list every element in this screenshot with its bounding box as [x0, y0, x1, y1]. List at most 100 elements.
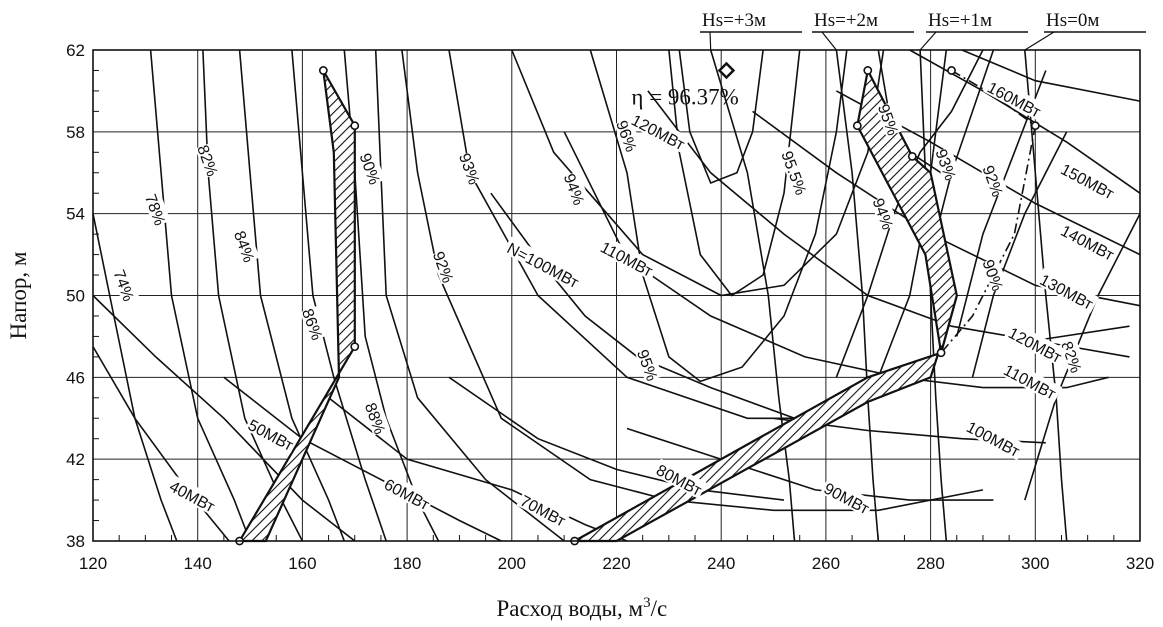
efficiency-peak-label: η = 96.37%: [631, 84, 738, 109]
efficiency-contour: [589, 49, 848, 383]
efficiency-contour: [511, 49, 885, 297]
power-contour-label-bg: [1056, 218, 1120, 265]
efficiency-contour-label-bg: [778, 144, 813, 200]
suction-height-leader: [919, 31, 937, 51]
power-contour: [223, 376, 502, 542]
efficiency-contour-label-bg: [1059, 338, 1087, 375]
x-tick-label: 120: [79, 554, 107, 573]
power-contour-label: 40МВт: [166, 478, 217, 516]
power-contour-label-bg: [820, 477, 875, 518]
efficiency-contour-label: 90%: [979, 258, 1006, 294]
efficiency-contour-label: 84%: [230, 229, 257, 265]
operating-zones: [237, 67, 958, 543]
efficiency-contour-label-bg: [111, 267, 140, 303]
efficiency-contour: [971, 131, 1068, 378]
power-contour-label-bg: [1056, 157, 1120, 203]
x-tick-label: 220: [602, 554, 630, 573]
power-contour-label-bg: [380, 472, 435, 514]
point-marker: [863, 66, 873, 75]
efficiency-contour-label: 93%: [455, 151, 482, 187]
x-tick-label: 280: [916, 554, 944, 573]
power-contour-label-bg: [502, 236, 585, 292]
efficiency-contour-label-bg: [614, 117, 642, 154]
power-contour-label-bg: [627, 108, 691, 154]
suction-height-leader: [709, 31, 712, 51]
x-tick-label: 160: [288, 554, 316, 573]
x-tick-label: 180: [393, 554, 421, 573]
x-tick-label: 240: [707, 554, 735, 573]
operating-zone-right-upper: [856, 67, 958, 354]
power-contour: [982, 376, 1109, 389]
suction-height-leader: [821, 31, 837, 51]
point-marker: [1030, 121, 1040, 131]
power-contour-label-bg: [1035, 267, 1099, 314]
suction-height-label: Hs=0м: [1046, 10, 1099, 31]
efficiency-contour-label-bg: [231, 228, 260, 264]
efficiency-contour: [668, 49, 801, 297]
efficiency-contour: [374, 49, 565, 542]
power-contour: [490, 192, 795, 420]
efficiency-contour-label-bg: [933, 146, 962, 182]
y-tick-label: 38: [66, 532, 85, 551]
x-tick-label: 140: [184, 554, 212, 573]
point-marker: [350, 342, 360, 352]
suction-height-label: Hs=+2м: [814, 10, 878, 31]
y-tick-label: 46: [66, 368, 85, 387]
power-contour-label: 50МВт: [245, 417, 296, 455]
y-tick-label: 62: [66, 41, 85, 60]
power-contour-label: N=100МВт: [504, 240, 582, 292]
suction-height-line: [835, 49, 880, 542]
suction-height-labels: Hs=+3м Hs=+2м Hs=+1м Hs=0м: [700, 10, 1146, 51]
x-tick-label: 300: [1021, 554, 1049, 573]
tick-labels: 120 140 160 180 200 220 240 260 280 300 320 38 42 46 5…: [66, 41, 1154, 573]
power-contour-label-bg: [516, 489, 571, 530]
suction-height-line: [709, 49, 796, 542]
efficiency-contour-label: 93%: [931, 147, 958, 183]
power-contour: [448, 376, 785, 501]
y-tick-label: 58: [66, 123, 85, 142]
suction-height-label: Hs=+1м: [928, 10, 992, 31]
power-contour: [92, 346, 230, 542]
power-contour-label-bg: [595, 235, 660, 281]
point-marker: [907, 151, 917, 161]
contour-labels: 74%78%82%84%86%88%90%92%93%94%95%95.5%96…: [110, 75, 1120, 531]
suction-height-label: Hs=+3м: [702, 10, 766, 31]
efficiency-contour-label-bg: [300, 306, 328, 342]
efficiency-contour-label-bg: [142, 191, 171, 227]
power-contour-label-bg: [244, 413, 299, 454]
efficiency-contour-label: 74%: [110, 268, 137, 304]
power-contour: [92, 294, 356, 542]
power-contour-label-bg: [165, 474, 221, 516]
efficiency-contour-label-bg: [430, 248, 459, 285]
y-tick-label: 50: [66, 287, 85, 306]
power-contour-label-bg: [652, 458, 707, 499]
power-contour: [626, 427, 994, 501]
efficiency-contour: [149, 49, 251, 542]
point-marker: [947, 66, 956, 75]
power-contour-label-bg: [962, 415, 1026, 461]
operating-zone-left: [237, 69, 356, 543]
x-axis-title: Расход воды, м3/с: [497, 595, 668, 621]
power-contour-label-bg: [998, 357, 1063, 404]
plot-frame: [92, 49, 1141, 542]
point-marker: [852, 121, 862, 131]
x-tick-label: 260: [812, 554, 840, 573]
y-tick-label: 54: [66, 205, 85, 224]
efficiency-contour-label: 92%: [979, 163, 1006, 199]
point-marker: [936, 348, 946, 358]
efficiency-contour-label-bg: [635, 346, 663, 383]
efficiency-contour-label-bg: [561, 171, 590, 207]
efficiency-contour-label-bg: [357, 150, 386, 187]
power-contour: [909, 49, 1141, 194]
efficiency-contour: [401, 49, 984, 512]
power-contour: [1035, 325, 1130, 342]
efficiency-contour-label: 94%: [869, 196, 896, 232]
efficiency-contour-label: 94%: [560, 172, 587, 208]
power-contour-label-bg: [1003, 321, 1068, 367]
efficiency-contour-label-bg: [870, 195, 899, 232]
power-contour-label-bg: [983, 75, 1047, 121]
efficiency-contour: [929, 49, 995, 255]
x-tick-label: 200: [498, 554, 526, 573]
efficiency-contour-label-bg: [875, 101, 904, 137]
